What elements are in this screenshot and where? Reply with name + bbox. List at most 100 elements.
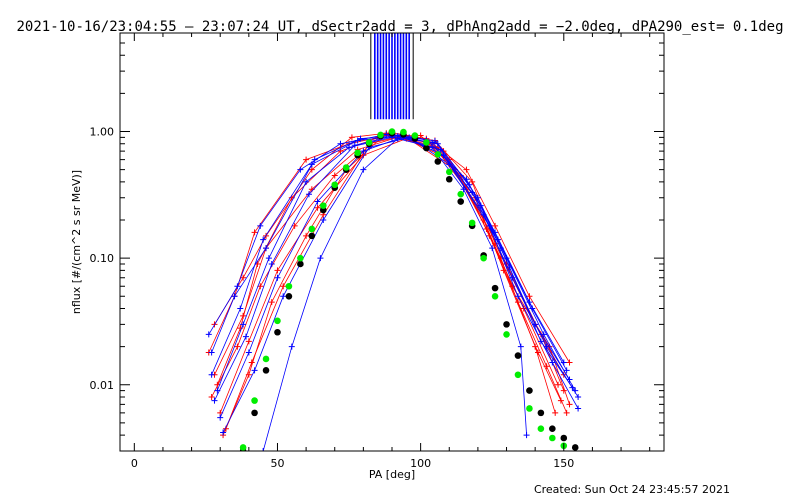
y-axis: 0.01 0.10 1.00	[90, 42, 664, 436]
red-plus-marker	[566, 401, 573, 408]
red-series-line-5	[214, 132, 570, 363]
green-dot-marker	[262, 355, 270, 363]
green-dot-marker	[251, 397, 258, 404]
green-dot-marker	[491, 292, 499, 300]
blue-series-line-2	[208, 133, 565, 363]
red-plus-marker	[251, 229, 258, 236]
blue-plus-marker	[466, 181, 473, 188]
x-axis-label: PA [deg]	[369, 468, 415, 481]
blue-plus-marker	[360, 166, 367, 173]
blue-plus-marker	[477, 202, 484, 209]
red-plus-marker	[280, 283, 287, 290]
black-dot-marker	[297, 260, 304, 268]
red-plus-marker	[348, 134, 355, 141]
blue-plus-marker	[575, 405, 582, 412]
blue-series-line-7	[262, 138, 527, 451]
x-tick-label: 50	[270, 457, 284, 470]
green-dot-marker	[308, 225, 316, 233]
blue-plus-marker	[549, 359, 556, 366]
red-series-line-1	[214, 136, 570, 405]
blue-plus-marker	[205, 331, 212, 338]
blue-plus-marker	[257, 222, 264, 229]
black-dot-marker	[457, 198, 465, 205]
x-tick-label: 150	[553, 457, 574, 470]
blue-plus-marker	[303, 178, 310, 185]
red-plus-marker	[303, 156, 310, 163]
green-dot-marker	[388, 128, 396, 135]
red-plus-marker	[526, 293, 533, 300]
green-dot-marker	[526, 405, 533, 412]
green-dot-marker	[297, 254, 304, 262]
y-tick-label: 0.10	[90, 252, 115, 265]
red-plus-marker	[245, 338, 252, 345]
red-plus-marker	[248, 359, 255, 366]
created-timestamp: Created: Sun Oct 24 23:45:57 2021	[534, 483, 730, 496]
blue-plus-marker	[288, 343, 295, 350]
green-dot-marker	[274, 317, 281, 325]
black-dot-marker	[514, 352, 522, 359]
y-tick-label: 1.00	[90, 126, 115, 139]
x-tick-label: 0	[131, 457, 138, 470]
black-dot-marker	[423, 144, 430, 152]
red-plus-marker	[303, 232, 310, 239]
blue-plus-marker	[434, 140, 441, 147]
red-plus-marker	[543, 363, 550, 370]
blue-plus-marker	[208, 349, 215, 356]
blue-plus-marker	[220, 429, 227, 436]
red-plus-marker	[560, 387, 567, 394]
red-plus-marker	[237, 325, 244, 332]
blue-plus-marker	[274, 274, 281, 281]
red-plus-marker	[208, 394, 215, 401]
blue-plus-marker	[489, 245, 496, 252]
blue-plus-marker	[351, 142, 358, 149]
red-plus-marker	[555, 381, 562, 388]
green-dot-marker	[503, 331, 510, 338]
green-dot-marker	[285, 282, 293, 290]
blue-plus-marker	[237, 305, 244, 312]
blue-plus-marker	[429, 144, 436, 151]
black-dot-marker	[434, 158, 442, 165]
blue-plus-marker	[314, 198, 321, 205]
green-dot-marker	[480, 254, 487, 262]
blue-plus-marker	[517, 343, 524, 350]
red-plus-marker	[469, 178, 476, 185]
blue-plus-marker	[217, 414, 224, 421]
blue-plus-marker	[305, 191, 312, 198]
red-plus-marker	[234, 343, 241, 350]
blue-plus-marker	[337, 140, 344, 147]
blue-plus-marker	[431, 138, 438, 145]
blue-plus-marker	[268, 260, 275, 267]
black-dot-marker	[285, 292, 293, 300]
blue-plus-marker	[251, 367, 258, 374]
black-dot-marker	[445, 175, 453, 183]
blue-plus-marker	[265, 255, 272, 262]
chart-title: 2021-10-16/23:04:55 – 23:07:24 UT, dSect…	[16, 19, 783, 35]
blue-plus-marker	[320, 217, 327, 224]
green-dot-marker	[468, 219, 476, 227]
blue-plus-marker	[563, 367, 570, 374]
green-dot-marker	[411, 132, 419, 139]
green-dot-marker	[331, 181, 339, 189]
blue-series-line-5	[222, 136, 579, 433]
plot-area	[205, 33, 582, 451]
x-axis: 0 50 100 150	[131, 33, 651, 470]
x-tick-label: 100	[410, 457, 431, 470]
red-plus-marker	[331, 172, 338, 179]
blue-plus-marker	[494, 236, 501, 243]
green-dot-marker	[423, 139, 430, 146]
black-dot-marker	[537, 409, 545, 417]
blue-plus-marker	[406, 134, 413, 141]
blue-plus-marker	[569, 384, 576, 391]
blue-plus-marker	[357, 135, 364, 142]
blue-plus-marker	[514, 293, 521, 300]
green-dot-marker	[377, 131, 384, 139]
blue-plus-marker	[240, 321, 247, 328]
blue-plus-marker	[360, 148, 367, 155]
blue-plus-marker	[211, 397, 218, 404]
blue-plus-marker	[242, 333, 249, 340]
blue-plus-marker	[260, 448, 267, 451]
blue-plus-marker	[317, 255, 324, 262]
black-dot-marker	[526, 387, 533, 394]
red-plus-marker	[483, 225, 490, 232]
black-dot-marker	[262, 367, 270, 374]
